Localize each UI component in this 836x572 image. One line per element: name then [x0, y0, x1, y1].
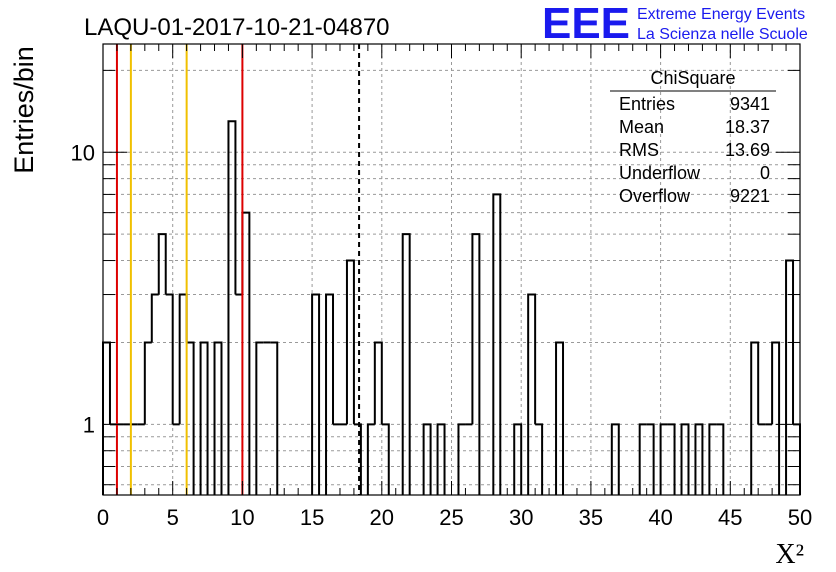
histogram-bin	[785, 259, 795, 495]
x-tick-label: 40	[648, 505, 672, 530]
histogram-bin	[143, 341, 152, 425]
y-tick-label: 10	[71, 140, 95, 165]
histogram-bin	[150, 293, 159, 343]
histogram-bin	[659, 423, 668, 495]
x-tick-label: 45	[718, 505, 742, 530]
y-tick-label: 1	[83, 412, 95, 437]
histogram-bin	[610, 423, 620, 495]
histogram-bin	[471, 233, 481, 495]
histogram-bin	[178, 293, 188, 425]
x-tick-label: 0	[97, 505, 109, 530]
eee-logo-line1: Extreme Energy Events	[637, 6, 805, 23]
x-tick-labels: 0 5 10 15 20 25 30 35 40 45 50	[97, 505, 812, 530]
marker-lines	[115, 44, 361, 495]
stats-value-mean: 18.37	[725, 117, 770, 137]
histogram-bin	[381, 423, 390, 495]
histogram-bin	[667, 423, 676, 495]
histogram-bin	[708, 423, 717, 495]
stats-label-entries: Entries	[619, 94, 675, 114]
x-tick-label: 10	[230, 505, 254, 530]
stats-value-rms: 13.69	[725, 140, 770, 160]
stats-value-overflow: 9221	[730, 186, 770, 206]
histogram-bin	[513, 423, 523, 495]
histogram-bin	[492, 193, 502, 495]
stats-label-overflow: Overflow	[619, 186, 691, 206]
x-tick-label: 5	[167, 505, 179, 530]
histogram-bin	[646, 423, 655, 495]
histogram-bin	[102, 341, 111, 495]
histogram-bin	[422, 423, 432, 495]
chart-title: LAQU-01-2017-10-21-04870	[84, 14, 390, 41]
histogram-bin	[199, 341, 209, 495]
histogram-bin	[255, 341, 264, 495]
x-tick-label: 35	[579, 505, 603, 530]
histogram-bin	[186, 341, 195, 495]
histogram-bin	[165, 293, 174, 425]
histogram-bin	[527, 293, 537, 495]
eee-logo-line2: La Scienza nelle Scuole	[637, 26, 808, 43]
histogram-bin	[694, 423, 704, 495]
stats-label-underflow: Underflow	[619, 163, 701, 183]
histogram-bin	[311, 293, 321, 495]
y-axis-label: Entries/bin	[9, 46, 39, 174]
grid-lines	[103, 44, 800, 495]
histogram-bin	[436, 423, 446, 495]
stats-value-entries: 9341	[730, 94, 770, 114]
stats-label-rms: RMS	[619, 140, 659, 160]
histogram-bin	[241, 211, 251, 495]
histogram-bars	[102, 120, 801, 495]
x-tick-label: 25	[439, 505, 463, 530]
x-tick-label: 50	[788, 505, 812, 530]
stats-box-title: ChiSquare	[650, 68, 735, 88]
histogram-bin	[716, 423, 725, 495]
histogram-bin	[227, 120, 237, 495]
histogram-bin	[638, 423, 647, 495]
stats-box: ChiSquare Entries 9341 Mean 18.37 RMS 13…	[610, 68, 776, 206]
x-tick-label: 20	[370, 505, 394, 530]
x-tick-label: 15	[300, 505, 324, 530]
axis-ticks	[102, 44, 801, 495]
histogram-bin	[373, 341, 383, 425]
histogram-bin	[771, 341, 781, 495]
stats-value-underflow: 0	[760, 163, 770, 183]
eee-logo-mark: EEE	[542, 0, 630, 48]
histogram-bin	[325, 293, 335, 495]
histogram-bin	[457, 423, 466, 495]
histogram-bin	[345, 259, 355, 425]
histogram-bin	[555, 341, 565, 495]
histogram-bin	[270, 341, 279, 495]
histogram-bin	[680, 423, 690, 495]
histogram-bin	[353, 423, 362, 495]
histogram-bin	[157, 233, 167, 295]
x-tick-label: 30	[509, 505, 533, 530]
x-axis-label: X²	[775, 539, 804, 570]
histogram-bin	[401, 233, 411, 495]
histogram-bin	[750, 341, 760, 495]
histogram-bin	[213, 341, 223, 495]
y-tick-labels: 1 10	[71, 140, 95, 437]
stats-label-mean: Mean	[619, 117, 664, 137]
histogram-bin	[366, 423, 375, 495]
histogram-bin	[535, 423, 544, 495]
eee-logo: EEE Extreme Energy Events La Scienza nel…	[542, 0, 808, 48]
